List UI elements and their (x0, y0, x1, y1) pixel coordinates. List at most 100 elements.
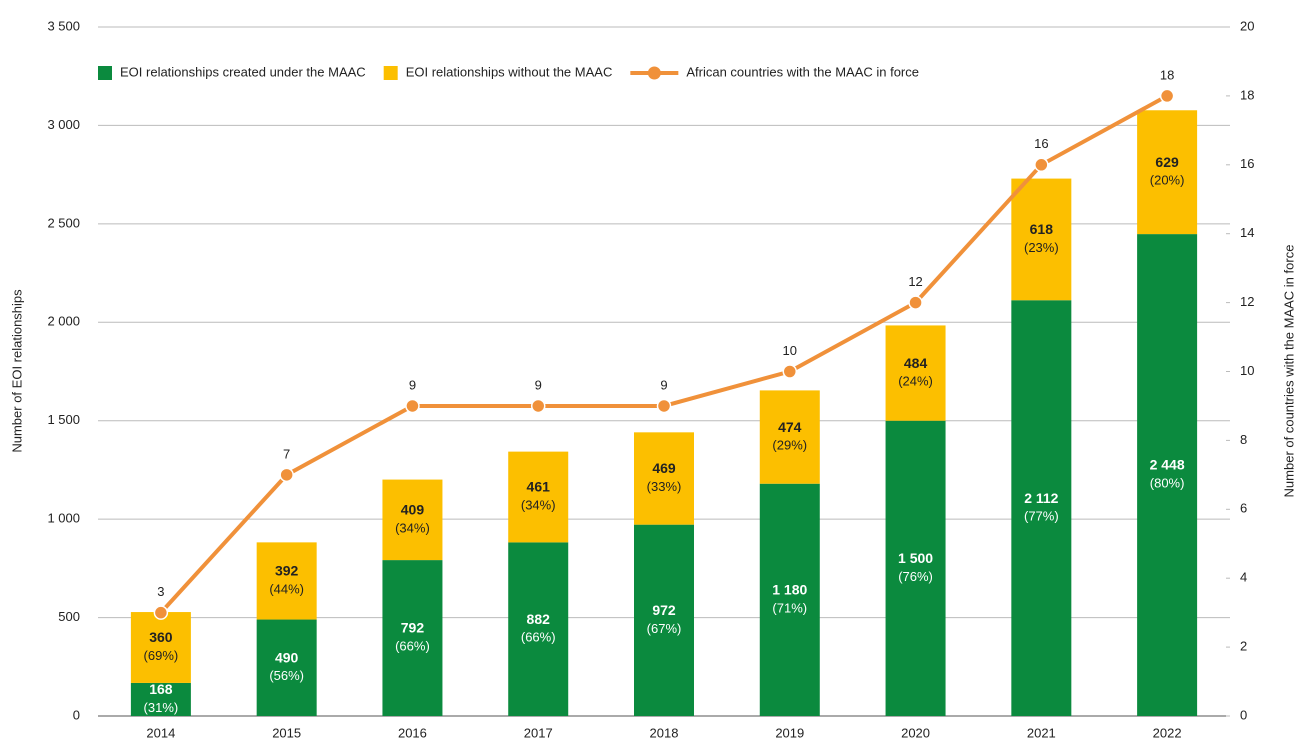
line-label: 12 (908, 274, 922, 289)
value-label: 409 (401, 502, 425, 518)
value-label: 1 500 (898, 550, 933, 566)
bar-segment (256, 619, 317, 716)
value-label: 168 (149, 681, 173, 697)
bar-segment (382, 479, 443, 561)
legend-swatch (98, 66, 112, 80)
value-label: 484 (904, 355, 928, 371)
y2-tick-label: 0 (1240, 707, 1247, 722)
y-axis-label: Number of EOI relationships (9, 289, 24, 453)
bar-segment (130, 612, 191, 683)
value-label: 618 (1030, 221, 1054, 237)
y2-tick-label: 4 (1240, 570, 1247, 585)
y-tick-label: 2 000 (47, 314, 80, 329)
line-point (405, 398, 420, 414)
line-point (1159, 88, 1175, 104)
line-label: 9 (409, 377, 416, 392)
x-tick-label: 2015 (272, 725, 301, 740)
y2-tick-label: 16 (1240, 156, 1254, 171)
bar-segment (634, 524, 694, 716)
x-tick-label: 2020 (901, 725, 930, 740)
y2-tick-label: 12 (1240, 294, 1254, 309)
bar-segment (1011, 178, 1072, 301)
bar-segment (759, 483, 820, 716)
percent-label: (24%) (898, 374, 933, 389)
value-label: 972 (652, 602, 676, 618)
percent-label: (67%) (647, 621, 682, 636)
x-tick-label: 2017 (524, 725, 553, 740)
percent-label: (77%) (1024, 509, 1059, 524)
y-tick-label: 500 (58, 609, 80, 624)
y2-tick-label: 10 (1240, 363, 1254, 378)
legend-label: EOI relationships created under the MAAC (120, 64, 366, 79)
y-tick-label: 0 (73, 707, 80, 722)
value-label: 629 (1155, 154, 1179, 170)
value-label: 461 (527, 479, 551, 495)
percent-label: (44%) (269, 581, 304, 596)
percent-label: (34%) (395, 520, 430, 535)
line-point (656, 398, 672, 414)
percent-label: (34%) (521, 497, 556, 512)
bar-segment (508, 451, 569, 543)
x-tick-label: 2021 (1027, 725, 1056, 740)
value-label: 490 (275, 649, 299, 665)
percent-label: (66%) (395, 638, 430, 653)
bar-segment (256, 542, 317, 620)
y-tick-label: 2 500 (47, 215, 80, 230)
percent-label: (71%) (772, 600, 807, 615)
x-tick-label: 2016 (398, 725, 427, 740)
percent-label: (23%) (1024, 240, 1059, 255)
bar-segment (1011, 300, 1072, 716)
value-label: 792 (401, 620, 425, 636)
y-tick-label: 1 500 (47, 412, 80, 427)
x-tick-label: 2019 (775, 725, 804, 740)
y-tick-label: 3 500 (47, 18, 80, 33)
line-label: 10 (783, 343, 797, 358)
line-point (782, 364, 798, 379)
line-point (530, 398, 546, 414)
line-point (279, 467, 294, 483)
y2-tick-label: 8 (1240, 432, 1247, 447)
line-label: 16 (1034, 136, 1048, 151)
legend-swatch (647, 66, 661, 80)
bar-segment (130, 682, 191, 716)
value-label: 392 (275, 563, 299, 579)
legend-label: African countries with the MAAC in force (686, 64, 919, 79)
percent-label: (33%) (647, 479, 682, 494)
value-label: 2 112 (1024, 490, 1058, 506)
value-label: 474 (778, 419, 802, 435)
percent-label: (56%) (269, 668, 304, 683)
percent-label: (20%) (1150, 173, 1185, 188)
bar-segment (759, 390, 820, 484)
value-label: 469 (652, 460, 676, 476)
x-tick-label: 2018 (650, 725, 679, 740)
bar-segment (885, 325, 946, 421)
y2-axis-label: Number of countries with the MAAC in for… (1281, 245, 1296, 498)
y-tick-label: 1 000 (47, 511, 80, 526)
value-label: 360 (149, 629, 173, 645)
value-label: 2 448 (1150, 457, 1185, 473)
x-tick-label: 2022 (1153, 725, 1182, 740)
line-point (153, 605, 169, 620)
bar-segment (1137, 110, 1198, 235)
value-label: 882 (527, 611, 551, 627)
line-point (908, 295, 923, 310)
y2-tick-label: 20 (1240, 18, 1254, 33)
percent-label: (31%) (144, 700, 179, 715)
bar-segment (634, 432, 694, 525)
percent-label: (76%) (898, 569, 933, 584)
legend-label: EOI relationships without the MAAC (406, 64, 613, 79)
y2-tick-label: 14 (1240, 225, 1254, 240)
line-point (1034, 157, 1049, 173)
line-label: 7 (283, 446, 290, 461)
y2-tick-label: 2 (1240, 639, 1247, 654)
bar-segment (1137, 234, 1198, 716)
percent-label: (80%) (1150, 475, 1185, 490)
y2-tick-label: 18 (1240, 87, 1254, 102)
percent-label: (66%) (521, 630, 556, 645)
bar-segment (508, 542, 569, 716)
y-tick-label: 3 000 (47, 117, 80, 132)
bar-segment (382, 560, 443, 716)
legend-swatch (383, 66, 398, 80)
line-label: 18 (1160, 67, 1174, 82)
